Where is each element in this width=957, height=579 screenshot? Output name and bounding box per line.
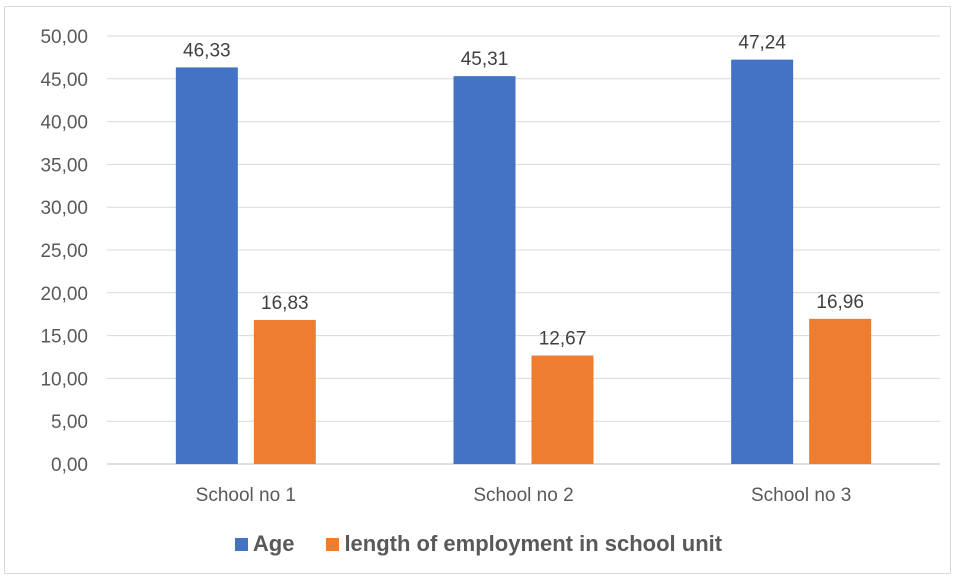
x-tick-label: School no 3 [751, 485, 851, 506]
data-label: 47,24 [738, 33, 786, 54]
data-label: 16,83 [261, 293, 309, 314]
y-tick-label: 25,00 [40, 241, 88, 262]
gridlines [107, 35, 940, 465]
y-tick-label: 30,00 [40, 198, 88, 219]
legend-swatch-employment [326, 537, 340, 551]
bar-age [731, 59, 794, 464]
y-tick-label: 20,00 [40, 284, 88, 305]
x-axis-ticks: School no 1 School no 2 School no 3 [196, 485, 852, 506]
y-tick-label: 0,00 [51, 455, 88, 476]
legend-item-age: Age [234, 531, 295, 557]
y-tick-label: 15,00 [40, 327, 88, 348]
y-tick-label: 45,00 [40, 70, 88, 91]
y-tick-label: 10,00 [40, 369, 88, 390]
data-labels: 46,33 16,83 45,31 12,67 47,24 16,96 [183, 33, 864, 350]
data-label: 16,96 [816, 292, 864, 313]
bars [175, 59, 872, 465]
y-tick-label: 35,00 [40, 155, 88, 176]
data-label: 45,31 [461, 49, 509, 70]
legend-item-employment: length of employment in school unit [326, 531, 722, 557]
x-tick-label: School no 1 [196, 485, 296, 506]
legend: Age length of employment in school unit [0, 527, 957, 561]
y-tick-label: 50,00 [40, 27, 88, 48]
x-tick-label: School no 2 [473, 485, 573, 506]
legend-swatch-age [234, 537, 248, 551]
bar-employment [809, 318, 872, 464]
y-axis-ticks: 0,00 5,00 10,00 15,00 20,00 25,00 30,00 35,00 40… [40, 27, 88, 476]
y-tick-label: 40,00 [40, 113, 88, 134]
bar-age [453, 76, 516, 465]
data-label: 12,67 [539, 329, 587, 350]
bar-age [175, 67, 238, 465]
legend-label-age: Age [252, 531, 295, 556]
y-tick-label: 5,00 [51, 412, 88, 433]
bar-employment [531, 355, 594, 464]
legend-label-employment: length of employment in school unit [344, 531, 723, 556]
bar-employment [253, 319, 316, 464]
data-label: 46,33 [183, 40, 231, 61]
